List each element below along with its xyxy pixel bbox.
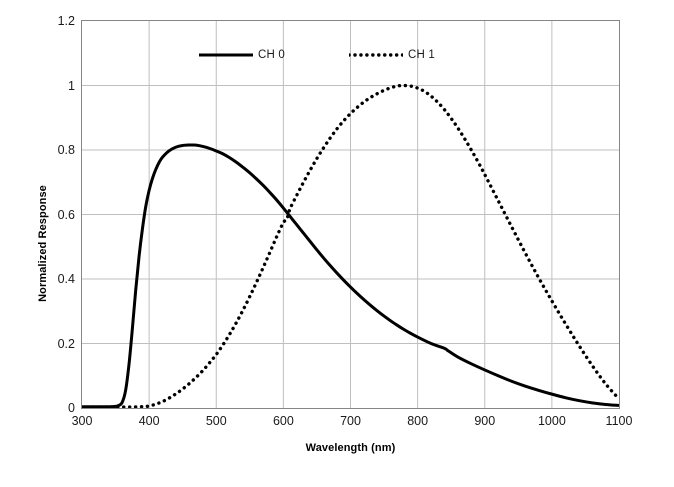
y-tick-label: 0.6 — [57, 207, 75, 222]
y-tick-label: 0.8 — [57, 143, 75, 157]
series-line-ch-0 — [82, 143, 619, 408]
y-tick-label: 1 — [68, 78, 75, 93]
x-axis-title: Wavelength (nm) — [305, 442, 396, 454]
x-tick-label: 600 — [272, 414, 294, 428]
plot-svg — [82, 21, 619, 408]
x-tick-label: 900 — [474, 414, 496, 428]
x-axis-tick-labels: 300 400 500 600 700 800 900 1000 1100 — [0, 414, 674, 438]
x-tick-label: 500 — [205, 414, 227, 428]
x-tick-label: 1000 — [537, 414, 566, 428]
y-axis-tick-labels: 0 0.2 0.4 0.6 0.8 1 1.2 — [35, 0, 81, 487]
x-tick-label: 800 — [407, 414, 429, 428]
y-tick-label: 0.4 — [57, 272, 75, 286]
y-tick-label: 1.2 — [57, 14, 75, 28]
x-tick-label: 1100 — [605, 414, 633, 428]
x-tick-label: 300 — [71, 414, 93, 428]
y-tick-label: 0 — [68, 401, 75, 415]
series-line-ch-1 — [82, 83, 619, 408]
plot-area — [81, 20, 620, 409]
x-tick-label: 400 — [138, 414, 160, 428]
x-tick-label: 700 — [340, 414, 361, 428]
y-tick-label: 0.2 — [57, 336, 75, 351]
